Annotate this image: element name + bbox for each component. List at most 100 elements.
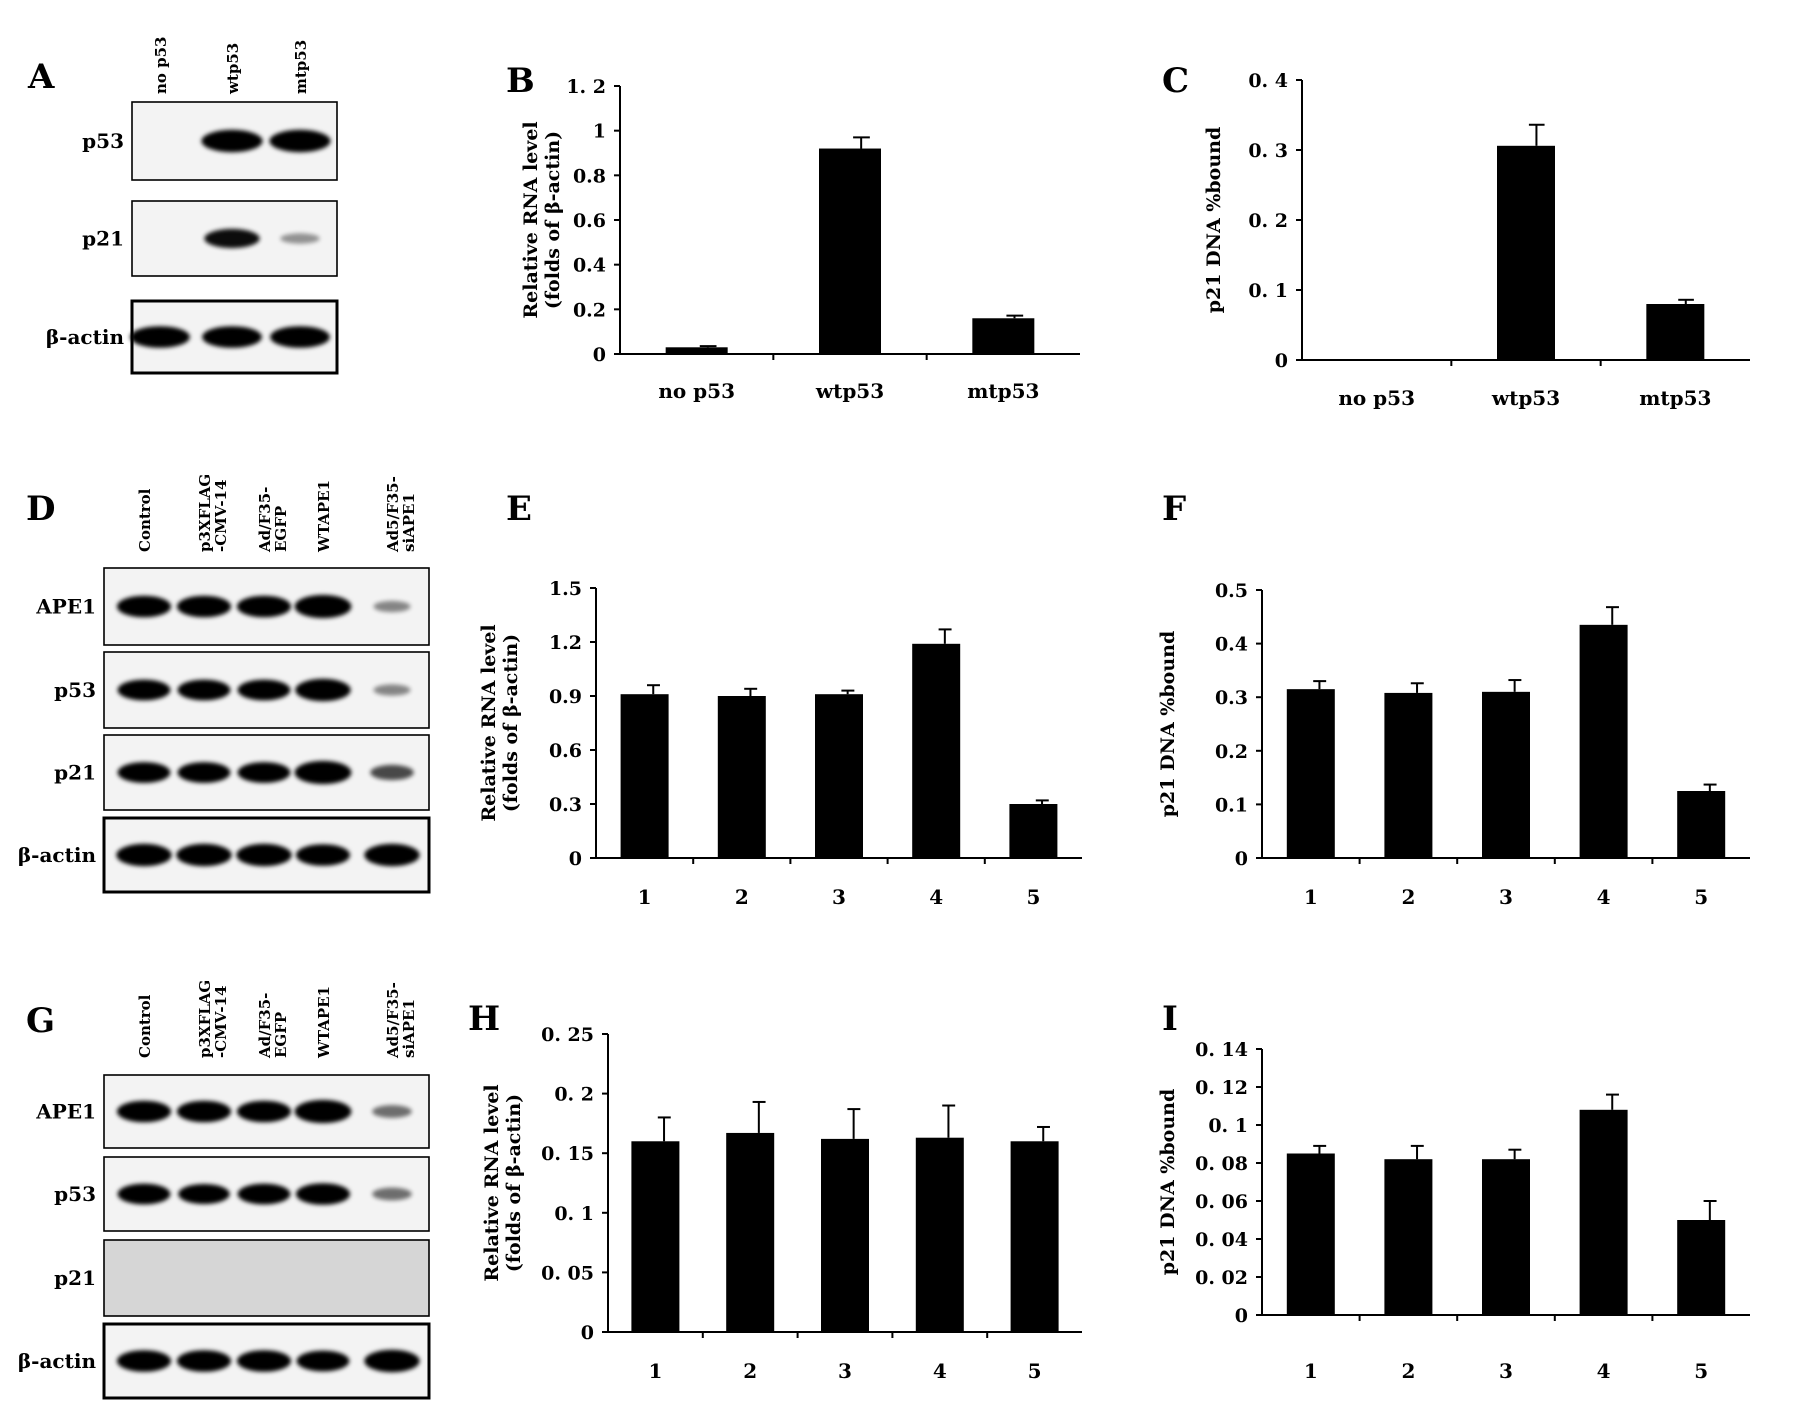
bar-chart-h: H 0 0. 05 0. 1 0. 15 0. 2 0. 25 Relative RNA le… <box>468 999 1082 1383</box>
blot-band <box>236 1350 292 1372</box>
x-category-label: wtp53 <box>815 379 884 403</box>
blot-band <box>202 326 262 348</box>
y-tick-label: 0. 06 <box>1195 1191 1248 1213</box>
blot-row-label: APE1 <box>35 1100 96 1124</box>
blot-band <box>270 326 330 348</box>
y-tick-label: 0. 3 <box>1248 140 1288 162</box>
panel-label: F <box>1162 489 1186 529</box>
blot-row: p53 <box>54 1156 430 1232</box>
panel-label: D <box>26 489 55 529</box>
blot-row-label: β-actin <box>46 325 125 349</box>
bar <box>1384 1159 1433 1315</box>
blot-band <box>296 1350 350 1372</box>
y-tick-label: 1.5 <box>549 578 582 600</box>
blot-row-label: β-actin <box>18 1349 97 1373</box>
lane-label: Ad5/F35-siAPE1 <box>384 476 418 553</box>
blot-band <box>237 679 291 701</box>
blot-row-label: APE1 <box>35 595 96 619</box>
blot-band <box>280 233 320 244</box>
bar <box>1482 1159 1530 1315</box>
lane-label: mtp53 <box>292 40 310 94</box>
y-tick-label: 0. 08 <box>1195 1153 1248 1175</box>
bar <box>1384 692 1433 858</box>
blot-band <box>176 1100 232 1123</box>
y-tick-label: 0. 25 <box>541 1024 594 1046</box>
panel-label: B <box>506 61 535 101</box>
blot-row: β-actin <box>18 816 431 894</box>
blot-band <box>294 1099 352 1124</box>
y-tick-label: 0 <box>593 344 606 366</box>
bar <box>1677 1220 1726 1315</box>
blot-band <box>176 843 232 867</box>
blot-band <box>130 326 190 348</box>
panel-label: H <box>468 999 500 1039</box>
blot-row: p21 <box>54 734 430 811</box>
blot-band <box>370 764 414 781</box>
lane-label: WTAPE1 <box>315 986 333 1059</box>
x-category-label: 2 <box>1401 1359 1415 1383</box>
bar-chart-i: I 0 0. 02 0. 04 0. 06 0. 08 0. 1 0. 12 0. 14 p21 … <box>1157 999 1750 1383</box>
blot-row: β-actin <box>46 299 339 375</box>
blot-band <box>372 1105 412 1118</box>
bar <box>1286 1153 1335 1315</box>
lane-label: p3XFLAG-CMV-14 <box>196 474 230 552</box>
blot-row: p21 <box>82 200 338 277</box>
x-category-label: 4 <box>929 885 943 909</box>
y-tick-label: 0. 15 <box>541 1143 594 1165</box>
lane-label: Ad/F35-EGFP <box>256 487 290 553</box>
blot-band <box>237 762 291 783</box>
blot-band <box>295 1183 351 1205</box>
bar <box>1579 1109 1628 1315</box>
blot-band <box>236 595 292 618</box>
bar <box>821 1138 869 1332</box>
y-tick-label: 0.3 <box>1215 687 1248 709</box>
x-category-label: mtp53 <box>1639 386 1711 410</box>
blot-band <box>295 678 351 702</box>
x-category-label: 2 <box>1401 885 1415 909</box>
blot-band <box>294 594 352 619</box>
y-tick-label: 1.2 <box>549 632 582 654</box>
x-category-label: 5 <box>1694 885 1708 909</box>
panel-label: G <box>26 1001 55 1041</box>
x-category-label: 5 <box>1026 885 1040 909</box>
panel-label: A <box>27 57 55 97</box>
y-axis-label: Relative RNA level(folds of β-actin) <box>478 624 522 821</box>
y-tick-label: 0. 4 <box>1248 70 1288 92</box>
blot-band <box>294 760 352 785</box>
x-category-label: no p53 <box>658 379 735 403</box>
y-tick-label: 0.6 <box>573 210 606 232</box>
x-category-label: 4 <box>1597 1359 1611 1383</box>
x-category-label: 2 <box>743 1359 757 1383</box>
x-category-label: 5 <box>1694 1359 1708 1383</box>
y-tick-label: 0.4 <box>1215 634 1248 656</box>
blot-row-label: p53 <box>54 678 96 702</box>
blot-band <box>177 762 231 783</box>
y-tick-label: 0.5 <box>1215 580 1248 602</box>
y-axis-label: Relative RNA level(folds of β-actin) <box>481 1084 525 1281</box>
bar <box>717 696 766 858</box>
panel-label: I <box>1162 999 1178 1039</box>
blot-row: p21 <box>54 1239 430 1317</box>
y-tick-label: 0. 1 <box>554 1203 594 1225</box>
y-tick-label: 0.3 <box>549 794 582 816</box>
blot-row-label: β-actin <box>18 843 97 867</box>
x-category-label: 5 <box>1028 1359 1042 1383</box>
bar <box>912 643 961 858</box>
blot-panel-d: D Control p3XFLAG-CMV-14 Ad/F35-EGFP WTAPE1 A… <box>18 474 431 894</box>
blot-row-label: p53 <box>82 129 124 153</box>
y-tick-label: 0 <box>1275 350 1288 372</box>
lane-label: Control <box>136 994 154 1058</box>
blot-band <box>237 1183 291 1205</box>
blot-row: p53 <box>82 101 338 181</box>
lane-label: p3XFLAG-CMV-14 <box>196 980 230 1058</box>
x-category-label: 3 <box>838 1359 852 1383</box>
bar-chart-b: B 0 0.2 0.4 0.6 0.8 1 1. 2 Relative RNA level(fo… <box>506 61 1080 403</box>
y-tick-label: 0. 05 <box>541 1262 594 1284</box>
y-tick-label: 0. 1 <box>1208 1115 1248 1137</box>
y-tick-label: 0. 04 <box>1195 1229 1248 1251</box>
x-category-label: 1 <box>1304 885 1318 909</box>
x-category-label: wtp53 <box>1491 386 1560 410</box>
bar <box>1482 691 1530 858</box>
blot-row-label: p21 <box>82 227 124 251</box>
